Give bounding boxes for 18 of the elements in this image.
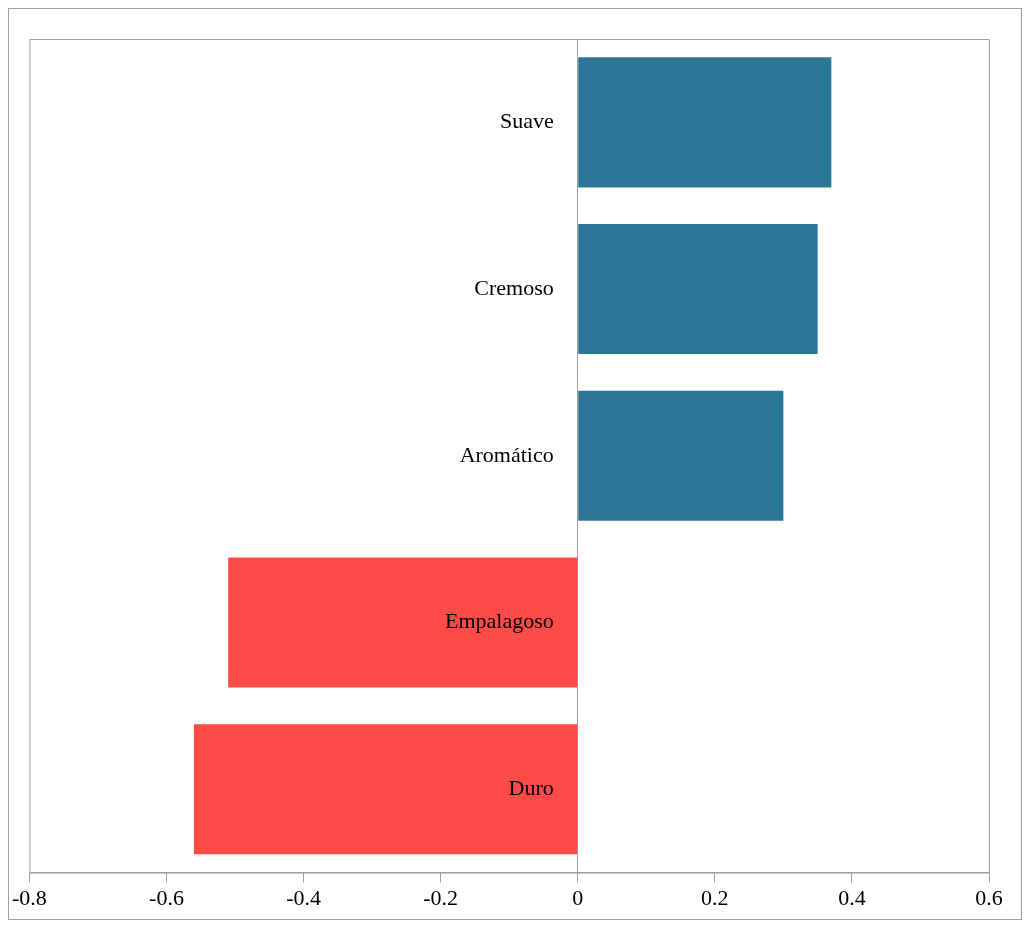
bar <box>193 724 578 855</box>
x-tick-label: 0.2 <box>701 884 729 910</box>
bar <box>578 224 818 355</box>
y-tick-label: Duro <box>508 775 554 801</box>
bar <box>578 390 784 521</box>
y-tick-label: Aromático <box>459 441 554 467</box>
x-tick-label: 0.4 <box>838 884 866 910</box>
x-tick-label: -0.4 <box>286 884 321 910</box>
bar <box>578 57 832 188</box>
x-tick-label: 0.6 <box>975 884 1003 910</box>
x-tick-label: -0.8 <box>12 884 47 910</box>
y-tick-label: Suave <box>499 108 554 134</box>
y-tick-label: Empalagoso <box>444 608 554 634</box>
y-tick-label: Cremoso <box>474 274 554 300</box>
bar <box>228 557 578 688</box>
x-tick-label: -0.2 <box>423 884 459 910</box>
x-tick-label: 0 <box>572 884 584 910</box>
x-tick-label: -0.6 <box>149 884 184 910</box>
